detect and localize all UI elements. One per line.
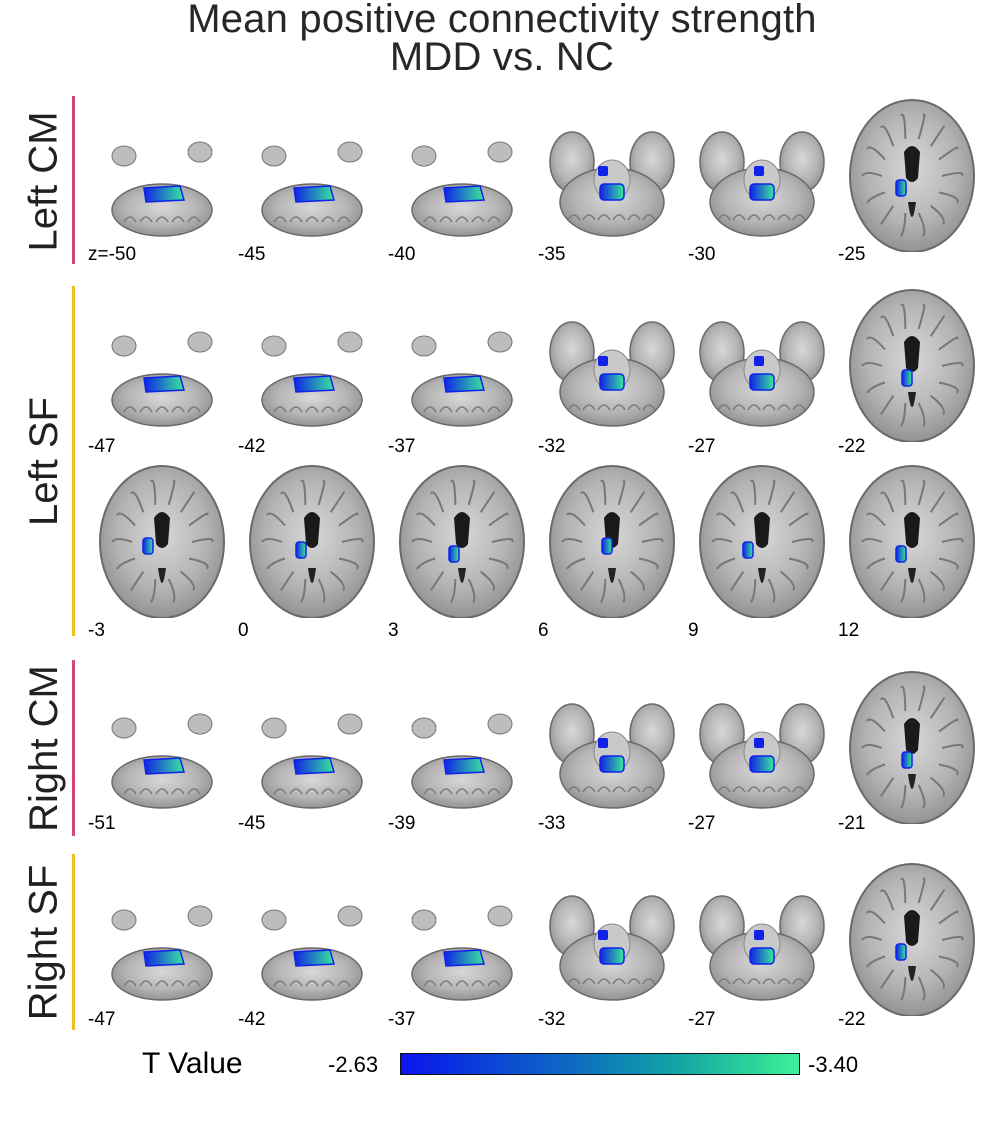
slice-z-label: -30 bbox=[688, 244, 716, 265]
slice-z-label: -47 bbox=[88, 1009, 116, 1030]
slice-z-label: z=-50 bbox=[88, 244, 137, 265]
row-bar-left-sf bbox=[72, 286, 75, 636]
title-line-2: MDD vs. NC bbox=[389, 35, 615, 79]
brain-slice-image bbox=[538, 282, 686, 442]
brain-slice-image bbox=[238, 282, 386, 442]
brain-slice-image bbox=[388, 282, 536, 442]
brain-slice-image bbox=[688, 664, 836, 824]
brain-slice-image bbox=[388, 856, 536, 1016]
slice-z-label: 3 bbox=[388, 620, 399, 641]
slice-z-label: -32 bbox=[538, 436, 566, 457]
brain-slice-image bbox=[88, 664, 236, 824]
row-label-right-sf: Right SF bbox=[21, 864, 66, 1020]
brain-slice-image bbox=[538, 664, 686, 824]
brain-slice-image bbox=[388, 458, 536, 618]
brain-slice-image bbox=[688, 282, 836, 442]
brain-slice-image bbox=[238, 664, 386, 824]
slice-z-label: -39 bbox=[388, 813, 416, 834]
slice-z-label: -45 bbox=[238, 813, 266, 834]
brain-slice-image bbox=[838, 458, 986, 618]
brain-slice-image bbox=[838, 92, 986, 252]
brain-slice-image bbox=[688, 92, 836, 252]
row-label-right-cm: Right CM bbox=[21, 664, 66, 832]
colorbar-max-label: -3.40 bbox=[808, 1052, 859, 1077]
slice-z-label: 0 bbox=[238, 620, 249, 641]
slice-z-label: -40 bbox=[388, 244, 416, 265]
slice-z-label: -37 bbox=[388, 1009, 416, 1030]
brain-slice-image bbox=[388, 92, 536, 252]
slice-z-label: -45 bbox=[238, 244, 266, 265]
slice-z-label: -27 bbox=[688, 813, 716, 834]
slice-z-label: -21 bbox=[838, 813, 866, 834]
slice-z-label: -27 bbox=[688, 1009, 716, 1030]
slice-z-label: -32 bbox=[538, 1009, 566, 1030]
brain-slice-image bbox=[838, 664, 986, 824]
slice-z-label: -22 bbox=[838, 1009, 866, 1030]
brain-slice-image bbox=[688, 458, 836, 618]
title-line-1: Mean positive connectivity strength bbox=[187, 0, 817, 41]
slice-z-label: -22 bbox=[838, 436, 866, 457]
slice-z-label: -33 bbox=[538, 813, 566, 834]
slice-z-label: -25 bbox=[838, 244, 866, 265]
brain-slice-image bbox=[838, 856, 986, 1016]
slice-z-label: -42 bbox=[238, 436, 266, 457]
brain-slice-image bbox=[88, 856, 236, 1016]
brain-slice-image bbox=[88, 92, 236, 252]
colorbar bbox=[400, 1053, 800, 1075]
brain-slice-image bbox=[88, 458, 236, 618]
colorbar-title: T Value bbox=[142, 1047, 243, 1080]
row-bar-left-cm bbox=[72, 96, 75, 264]
slice-z-label: -3 bbox=[88, 620, 105, 641]
slice-z-label: -42 bbox=[238, 1009, 266, 1030]
slice-z-label: -47 bbox=[88, 436, 116, 457]
slice-z-label: -51 bbox=[88, 813, 116, 834]
brain-slice-image bbox=[238, 92, 386, 252]
brain-slice-image bbox=[238, 856, 386, 1016]
brain-slice-image bbox=[388, 664, 536, 824]
row-label-left-sf: Left SF bbox=[21, 396, 66, 526]
slice-z-label: -37 bbox=[388, 436, 416, 457]
colorbar-min-label: -2.63 bbox=[328, 1052, 379, 1077]
brain-slice-image bbox=[538, 458, 686, 618]
brain-slice-image bbox=[538, 856, 686, 1016]
brain-slice-image bbox=[88, 282, 236, 442]
slice-z-label: -35 bbox=[538, 244, 566, 265]
slice-z-label: -27 bbox=[688, 436, 716, 457]
brain-slice-image bbox=[838, 282, 986, 442]
brain-slice-image bbox=[538, 92, 686, 252]
brain-slice-image bbox=[238, 458, 386, 618]
slice-z-label: 9 bbox=[688, 620, 699, 641]
slice-z-label: 6 bbox=[538, 620, 549, 641]
row-bar-right-sf bbox=[72, 854, 75, 1030]
figure-title: Mean positive connectivity strength MDD … bbox=[0, 0, 1004, 79]
row-label-left-cm: Left CM bbox=[21, 110, 66, 252]
brain-slice-image bbox=[688, 856, 836, 1016]
slice-z-label: 12 bbox=[838, 620, 860, 641]
row-bar-right-cm bbox=[72, 660, 75, 836]
